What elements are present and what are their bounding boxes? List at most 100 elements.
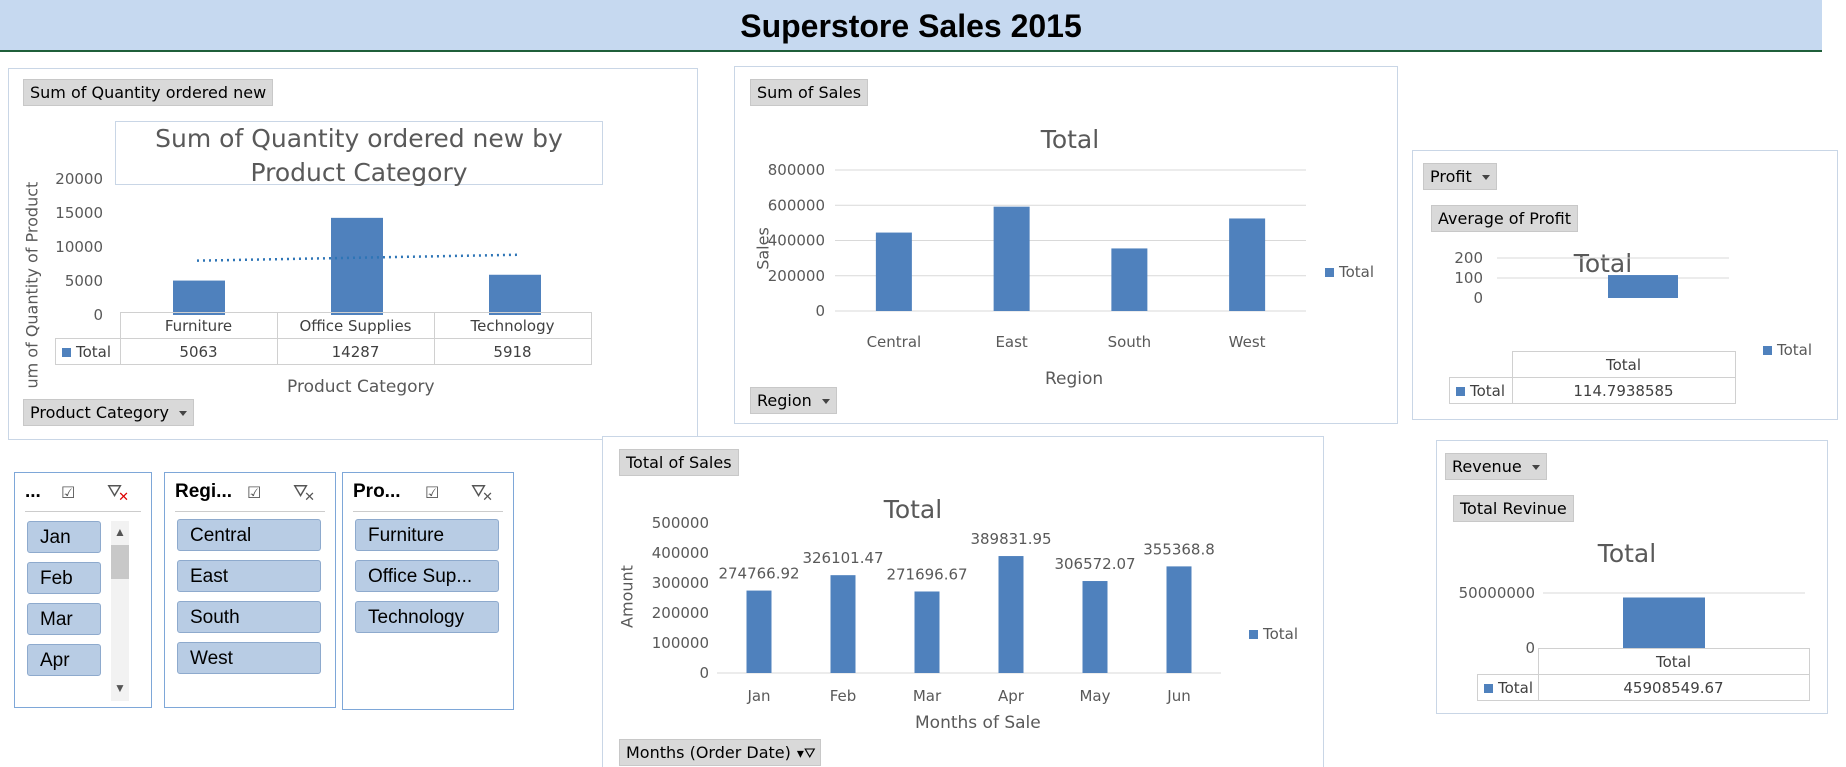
region-filter-button[interactable]: Region	[750, 387, 837, 414]
quantity-chart-panel[interactable]: Sum of Quantity ordered new Sum of Quant…	[8, 68, 698, 440]
x-tick-label: East	[995, 333, 1027, 351]
months-slicer-scrollbar[interactable]: ▲ ▼	[111, 521, 129, 701]
quantity-category-label: Furniture	[119, 312, 278, 339]
x-tick-label: Feb	[830, 687, 857, 705]
quantity-field-tag[interactable]: Sum of Quantity ordered new	[23, 79, 274, 106]
y-tick-label: 50000000	[1459, 584, 1535, 602]
chevron-down-icon: ▼	[114, 681, 126, 695]
y-tick-label: 0	[1473, 289, 1483, 307]
profit-chart-title: Total	[1573, 249, 1633, 278]
y-tick-label: 600000	[768, 196, 825, 214]
bar[interactable]	[331, 217, 383, 315]
quantity-chart-title: Sum of Quantity ordered new by Product C…	[115, 121, 603, 187]
slicer-item[interactable]: East	[177, 560, 321, 592]
total-of-sales-tag[interactable]: Total of Sales	[619, 449, 739, 476]
data-label: 355368.8	[1143, 540, 1215, 558]
sales-region-chart-panel[interactable]: Sum of Sales Total Sales 800000 600000 400…	[734, 66, 1398, 424]
bar[interactable]	[1623, 597, 1705, 648]
slicer-item[interactable]: Central	[177, 519, 321, 551]
y-tick-label: 0	[699, 664, 709, 682]
product-slicer[interactable]: Pro... ☑ ⛛✕ Furniture Office Sup... Techno…	[342, 472, 514, 710]
revenue-row-label: Total	[1477, 674, 1539, 701]
slicer-item[interactable]: Jan	[27, 521, 101, 553]
y-tick-label: 0	[815, 302, 825, 320]
chevron-down-icon	[1481, 175, 1490, 180]
y-tick-label: 400000	[768, 232, 825, 250]
monthly-plot: 500000 400000 300000 200000 100000 0 274766.9…	[652, 514, 1221, 705]
quantity-value-cell: 5063	[119, 338, 278, 365]
quantity-table-legend: Total	[55, 338, 121, 365]
slicer-item[interactable]: Technology	[355, 601, 499, 633]
bar[interactable]	[1229, 218, 1266, 311]
sales-field-tag[interactable]: Sum of Sales	[750, 79, 869, 106]
bar[interactable]	[1082, 581, 1108, 673]
revenue-filter-button[interactable]: Revenue	[1445, 453, 1547, 480]
slicer-item[interactable]: Furniture	[355, 519, 499, 551]
revenue-chart-panel[interactable]: Revenue Total Revinue Total 50000000 0 To…	[1436, 440, 1828, 714]
revenue-col-header: Total	[1537, 648, 1810, 675]
quantity-category-label: Technology	[433, 312, 592, 339]
sales-region-chart-title: Total	[1040, 125, 1100, 154]
y-tick-label: 300000	[652, 574, 709, 592]
slicer-item[interactable]: South	[177, 601, 321, 633]
region-slicer[interactable]: Regi... ☑ ⛛✕ Central East South West	[164, 472, 336, 708]
y-tick-label: 100	[1454, 269, 1483, 287]
quantity-data-table: Furniture Office Supplies Technology Total…	[55, 312, 592, 365]
bar[interactable]	[914, 591, 940, 673]
data-label: 326101.47	[802, 549, 883, 567]
multi-select-icon[interactable]: ☑	[425, 483, 440, 502]
bar[interactable]	[489, 274, 541, 315]
chevron-up-icon: ▲	[114, 525, 126, 539]
revenue-chart-title: Total	[1597, 539, 1657, 568]
multi-select-icon[interactable]: ☑	[61, 483, 76, 502]
profit-legend: Total	[1763, 341, 1812, 359]
y-tick-label: 200000	[652, 604, 709, 622]
profit-chart-panel[interactable]: Profit Average of Profit Total 200 100 0 T…	[1412, 150, 1838, 420]
y-tick-label: 20000	[55, 170, 103, 188]
monthly-legend: Total	[1249, 625, 1298, 643]
clear-filter-icon[interactable]: ⛛✕	[293, 481, 316, 505]
average-profit-tag[interactable]: Average of Profit	[1431, 205, 1579, 232]
months-slicer-header: ...	[25, 481, 41, 502]
quantity-x-axis-label: Product Category	[287, 377, 435, 397]
multi-select-icon[interactable]: ☑	[247, 483, 262, 502]
monthly-x-axis-label: Months of Sale	[915, 713, 1041, 733]
bar[interactable]	[998, 556, 1024, 673]
slicer-item[interactable]: Mar	[27, 603, 101, 635]
x-tick-label: Jan	[746, 687, 770, 705]
total-revenue-tag[interactable]: Total Revinue	[1453, 495, 1574, 522]
profit-plot: 200 100 0	[1454, 249, 1729, 307]
bar[interactable]	[173, 280, 225, 315]
x-tick-label: South	[1108, 333, 1152, 351]
y-tick-label: 5000	[65, 272, 103, 290]
data-label: 271696.67	[886, 565, 967, 583]
monthly-sales-chart-panel[interactable]: Total of Sales Total Amount 500000 400000…	[602, 436, 1324, 767]
months-slicer[interactable]: ... ☑ ⛛✕ Jan Feb Mar Apr ▲ ▼	[14, 472, 152, 708]
bar[interactable]	[746, 590, 772, 673]
slicer-item[interactable]: West	[177, 642, 321, 674]
y-tick-label: 500000	[652, 514, 709, 532]
sales-x-axis-label: Region	[1045, 369, 1104, 389]
data-label: 389831.95	[970, 530, 1051, 548]
slicer-item[interactable]: Feb	[27, 562, 101, 594]
bar[interactable]	[993, 206, 1030, 311]
profit-filter-button[interactable]: Profit	[1423, 163, 1497, 190]
bar[interactable]	[1166, 566, 1192, 673]
page-title: Superstore Sales 2015	[740, 8, 1082, 44]
bar[interactable]	[1111, 248, 1148, 311]
product-category-filter-button[interactable]: Product Category	[23, 399, 194, 426]
monthly-chart-title: Total	[883, 495, 943, 524]
bar[interactable]	[1608, 275, 1678, 298]
bar[interactable]	[875, 232, 912, 311]
chevron-down-icon	[1531, 465, 1540, 470]
bar[interactable]	[830, 575, 856, 673]
profit-row-label: Total	[1449, 377, 1513, 404]
clear-filter-icon[interactable]: ⛛✕	[107, 481, 130, 505]
slicer-item[interactable]: Office Sup...	[355, 560, 499, 592]
clear-filter-icon[interactable]: ⛛✕	[471, 481, 494, 505]
months-filter-button[interactable]: Months (Order Date) ▾⛛	[619, 739, 821, 766]
quantity-value-cell: 5918	[433, 338, 592, 365]
slicer-item[interactable]: Apr	[27, 644, 101, 676]
quantity-value-cell: 14287	[276, 338, 435, 365]
quantity-category-label: Office Supplies	[276, 312, 435, 339]
